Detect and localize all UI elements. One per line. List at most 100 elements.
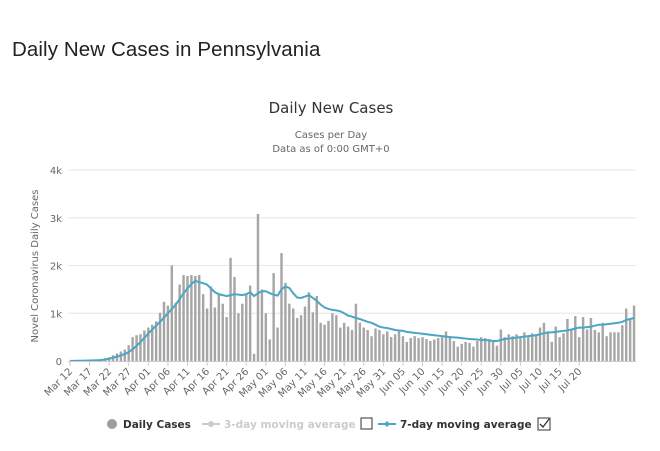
daily-cases-bar — [245, 294, 248, 361]
daily-cases-bar — [339, 327, 342, 361]
y-axis-label: Novel Coronavirus Daily Cases — [30, 190, 41, 343]
chart-subtitle: Cases per Day — [295, 130, 367, 141]
daily-cases-bar — [425, 339, 428, 361]
daily-cases-bar — [241, 303, 244, 361]
daily-cases-bar — [370, 336, 373, 361]
daily-cases-bar — [628, 318, 632, 361]
daily-cases-bar — [503, 337, 506, 362]
daily-cases-bar — [260, 289, 264, 362]
legend-7day-label: 7-day moving average — [400, 419, 532, 431]
daily-cases-bar — [519, 338, 522, 361]
daily-cases-bar — [464, 341, 467, 361]
daily-cases-bar — [154, 321, 158, 361]
daily-cases-bar — [378, 329, 381, 361]
daily-cases-bar — [319, 322, 322, 361]
y-tick-label: 0 — [56, 357, 62, 368]
daily-cases-bars — [68, 213, 636, 362]
daily-cases-bar — [135, 335, 138, 361]
legend: Daily Cases 3-day moving average 7-day m… — [107, 417, 551, 431]
page-title: Daily New Cases in Pennsylvania — [12, 38, 321, 61]
legend-daily-cases-label: Daily Cases — [123, 419, 191, 431]
daily-cases-bar — [617, 332, 620, 361]
daily-cases-bar — [472, 346, 475, 361]
daily-cases-bar — [299, 315, 303, 361]
daily-cases-bar — [346, 326, 350, 361]
daily-cases-bar — [284, 282, 287, 361]
daily-cases-bar — [417, 338, 420, 361]
gridlines — [68, 169, 636, 314]
daily-cases-bar — [327, 320, 330, 361]
daily-cases-bar — [429, 340, 432, 361]
daily-cases-bar — [574, 316, 577, 361]
daily-cases-bar — [597, 332, 600, 361]
three-day-checkbox[interactable] — [360, 417, 373, 430]
daily-cases-bar — [456, 346, 459, 361]
daily-cases-bar — [538, 327, 542, 361]
legend-3day-label: 3-day moving average — [224, 419, 356, 431]
daily-cases-bar — [546, 331, 550, 361]
daily-cases-bar — [151, 324, 154, 361]
daily-cases-bar — [499, 329, 503, 361]
daily-cases-bar — [589, 318, 593, 361]
three-day-dot-marker — [208, 421, 214, 427]
seven-day-average-line — [69, 279, 635, 362]
daily-cases-bar — [362, 327, 365, 361]
daily-cases-bar — [413, 336, 416, 361]
chart-data-date: Data as of 0:00 GMT+0 — [272, 144, 389, 155]
daily-cases-bar — [209, 286, 213, 361]
daily-cases-bar — [507, 334, 510, 361]
daily-cases-bar — [480, 337, 483, 362]
daily-cases-bar — [280, 253, 283, 361]
daily-cases-bar — [292, 308, 295, 361]
daily-cases-bar — [433, 339, 436, 361]
daily-cases-bar — [248, 285, 252, 361]
daily-cases-bar — [323, 324, 326, 361]
daily-cases-bar — [570, 330, 573, 361]
daily-cases-bar — [621, 325, 624, 361]
daily-cases-bar — [358, 322, 362, 361]
daily-cases-bar — [386, 331, 389, 361]
daily-cases-bar — [170, 265, 174, 361]
daily-cases-bar — [448, 336, 452, 361]
daily-cases-bar — [276, 327, 279, 361]
daily-cases-bar — [405, 341, 409, 361]
daily-cases-bar — [311, 312, 315, 361]
check-icon — [539, 418, 550, 428]
daily-cases-bar — [354, 303, 358, 361]
daily-cases-bar — [229, 257, 232, 361]
daily-cases-bar — [382, 334, 385, 361]
daily-cases-bar — [252, 353, 256, 361]
legend-daily-cases[interactable]: Daily Cases — [107, 419, 191, 431]
daily-cases-bar — [174, 302, 177, 361]
daily-cases-bar — [495, 345, 499, 361]
y-axis-ticks: 0 1k 2k 3k 4k — [50, 166, 62, 368]
daily-cases-bar — [335, 315, 338, 361]
daily-cases-bar — [605, 336, 608, 361]
daily-cases-bar — [558, 337, 561, 362]
y-tick-label: 1k — [50, 309, 62, 320]
daily-cases-bar — [198, 275, 201, 361]
seven-day-checkbox[interactable] — [537, 417, 551, 431]
daily-cases-bar — [624, 308, 628, 361]
daily-cases-bar — [307, 292, 311, 361]
daily-cases-bar — [272, 273, 275, 361]
daily-cases-bar — [342, 322, 346, 361]
y-tick-label: 4k — [50, 166, 62, 177]
daily-cases-bar — [350, 329, 354, 361]
daily-cases-bar — [562, 333, 565, 361]
daily-cases-bar — [609, 332, 612, 361]
daily-cases-bar — [393, 334, 397, 361]
daily-cases-bar — [397, 329, 401, 361]
daily-cases-bar — [542, 322, 546, 361]
legend-7day-average[interactable]: 7-day moving average — [378, 419, 532, 431]
daily-cases-bar — [295, 318, 299, 361]
daily-cases-bar — [221, 303, 224, 361]
legend-3day-average[interactable]: 3-day moving average — [202, 419, 356, 431]
daily-cases-bar — [147, 327, 150, 361]
daily-cases-marker — [107, 419, 117, 429]
daily-cases-bar — [566, 318, 569, 361]
daily-cases-bar — [315, 296, 318, 361]
daily-cases-bar — [158, 312, 162, 361]
